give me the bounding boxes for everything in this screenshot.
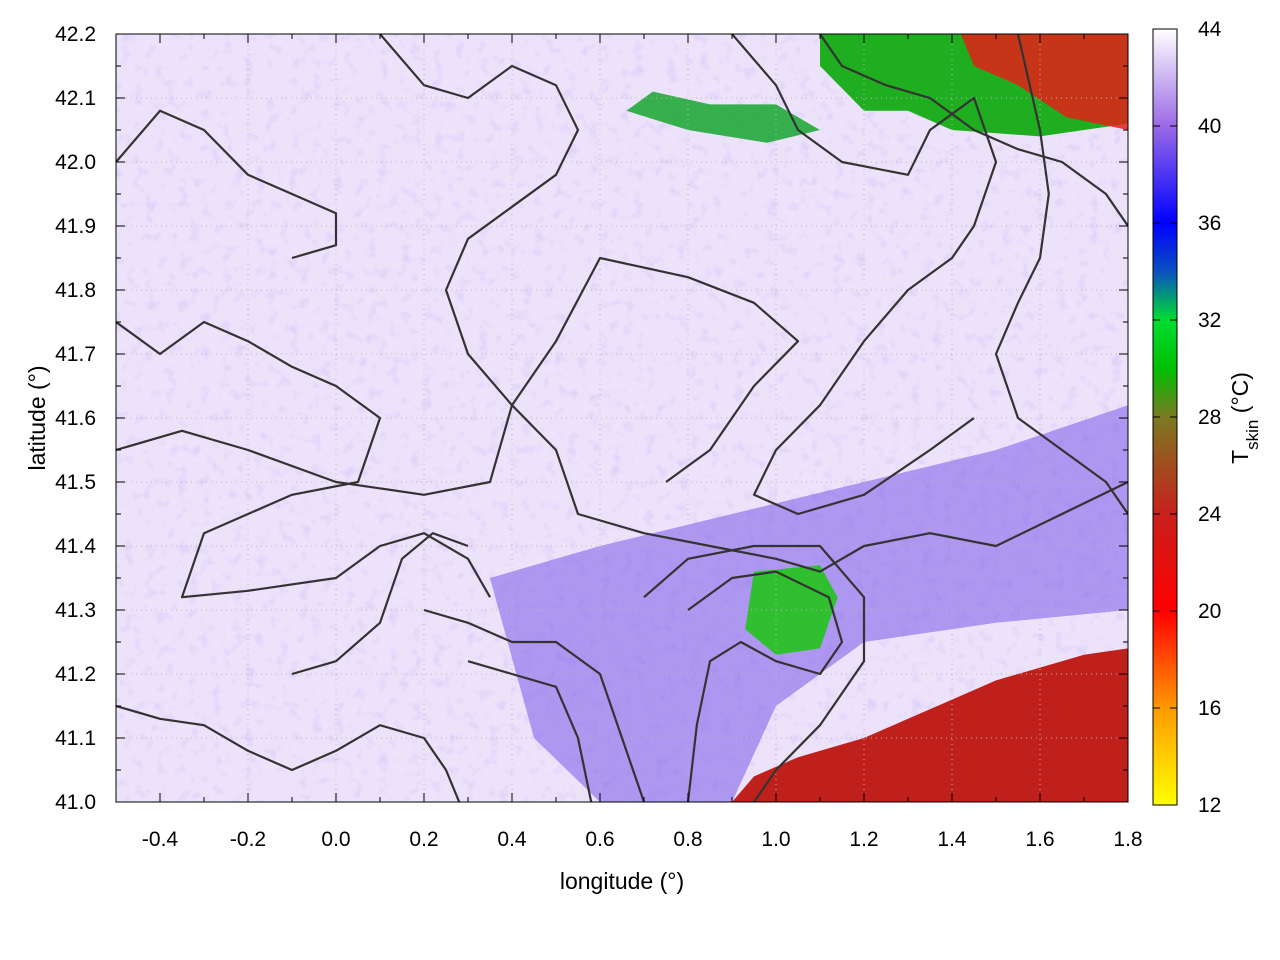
x-tick-label: 1.8 [1113,828,1142,851]
colorbar-ticks: 12 16 20 24 28 32 36 40 44 [1153,18,1222,817]
y-tick-label: 41.9 [55,215,96,238]
y-tick-label: 41.7 [55,343,96,366]
x-tick-label: 0.0 [321,828,350,851]
y-tick-label: 41.8 [55,279,96,302]
y-tick-label: 42.0 [55,151,96,174]
contour-lines [116,34,1128,802]
colorbar-tick-label: 20 [1198,600,1221,623]
x-tick-label: 0.8 [673,828,702,851]
contour-line [116,256,800,496]
y-tick-label: 41.5 [55,471,96,494]
x-tick-label: 0.6 [585,828,614,851]
contour-line [423,608,646,802]
sea-region [732,648,1128,802]
y-tick-label: 41.3 [55,599,96,622]
x-tick-label: 1.6 [1025,828,1054,851]
contour-line [819,34,1128,227]
x-axis: -0.4 -0.2 0.0 0.2 0.4 0.6 0.8 1.0 1.2 1.4 1.6 1.8 [142,34,1143,851]
y-tick-label: 41.4 [55,535,96,558]
y-tick-label: 41.6 [55,407,96,430]
x-tick-label: -0.2 [230,828,266,851]
y-tick-label: 41.1 [55,727,96,750]
y-tick-label: 42.1 [55,87,96,110]
colorbar-tick-label: 24 [1198,503,1222,526]
y-tick-label: 41.2 [55,663,96,686]
colorbar-tick-label: 16 [1198,697,1221,720]
x-tick-label: 0.2 [409,828,438,851]
hot-patch-ne [960,34,1128,130]
colorbar-title-main: T [1227,450,1253,464]
colorbar-title-unit: (°C) [1227,372,1253,420]
colorbar-tick-label: 40 [1198,115,1221,138]
x-tick-label: 1.0 [761,828,790,851]
contour-line [116,704,461,802]
contour-line [686,570,844,802]
x-axis-title: longitude (°) [560,868,684,894]
colorbar: 12 16 20 24 28 32 36 40 44 Tskin (°C) [1152,18,1262,817]
colorbar-tick-label: 36 [1198,212,1221,235]
contour-line [643,544,866,802]
plot-area [116,34,1128,802]
contour-line [467,660,593,802]
x-tick-label: 1.2 [849,828,878,851]
colorbar-title-sub: skin [1243,420,1262,450]
contour-line [379,34,1128,573]
y-tick-label: 42.2 [55,23,96,46]
colorbar-tick-label: 32 [1198,309,1221,332]
colorbar-tick-label: 12 [1198,794,1221,817]
colorbar-title: Tskin (°C) [1227,372,1262,464]
x-tick-label: -0.4 [142,828,179,851]
contour-line [116,320,491,599]
colorbar-tick-label: 28 [1198,406,1221,429]
surface-features [490,34,1128,802]
contour-line [994,34,1128,515]
contour-line [291,532,469,676]
x-tick-label: 0.4 [497,828,527,851]
y-tick-label: 41.0 [55,791,96,814]
x-tick-label: 1.4 [937,828,967,851]
green-strip-north [626,91,820,143]
colorbar-tick-label: 44 [1198,18,1222,41]
y-axis-title: latitude (°) [24,365,50,470]
contour-line [116,109,338,260]
y-axis: 41.0 41.1 41.2 41.3 41.4 41.5 41.6 41.7 41.8 41.9… [55,23,1128,814]
contour-line [731,34,998,516]
